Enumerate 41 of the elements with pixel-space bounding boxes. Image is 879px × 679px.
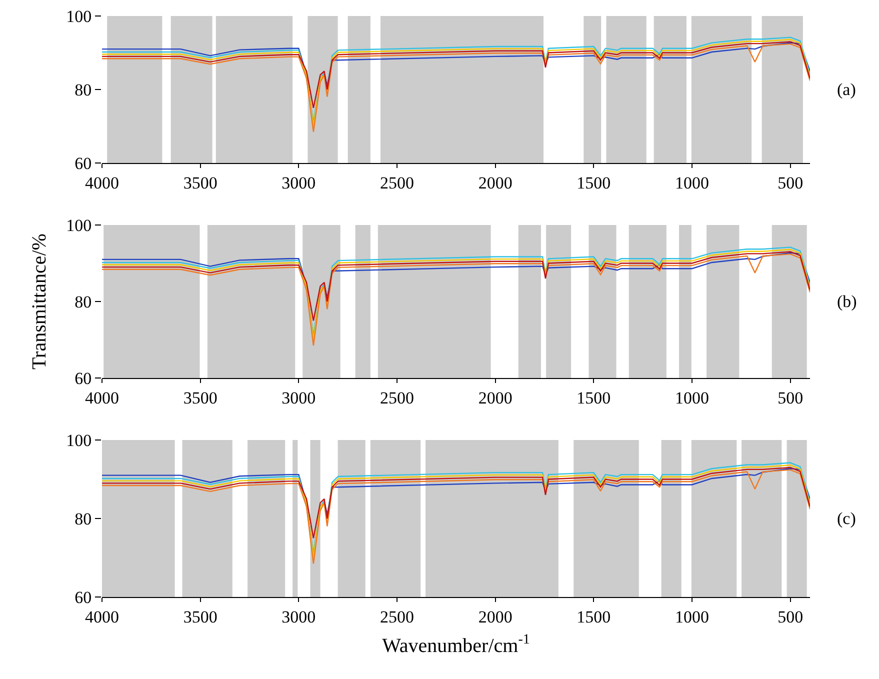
- x-tick-label: 4000: [85, 607, 119, 626]
- line-series: [102, 466, 810, 539]
- x-axis-title: Wavenumber/cm$^{-1}$: [382, 632, 530, 657]
- x-tick-label: 4000: [85, 388, 119, 408]
- y-tick-label: 60: [74, 154, 92, 173]
- y-tick-label: 100: [66, 430, 92, 450]
- x-tick-label: 3500: [183, 388, 218, 408]
- y-axis-title: Transmittance/%: [28, 234, 51, 370]
- x-tick-label: 4000: [85, 173, 119, 192]
- x-tick-label: 3000: [282, 173, 316, 192]
- x-tick-label: 1500: [576, 607, 611, 626]
- x-tick-label: 1500: [576, 388, 611, 408]
- x-tick-label: 500: [778, 173, 804, 192]
- y-tick-label: 60: [74, 588, 92, 607]
- y-tick-label: 80: [74, 509, 92, 528]
- y-tick-label: 80: [74, 80, 92, 100]
- text: (c): [837, 509, 856, 528]
- y-tick-label: 80: [74, 292, 92, 312]
- x-tick-label: 3000: [282, 607, 316, 626]
- x-tick-label: 1000: [675, 173, 709, 192]
- x-tick-label: 2000: [478, 173, 512, 192]
- line-series: [102, 41, 810, 108]
- text: (b): [837, 292, 857, 311]
- x-tick-label: 500: [778, 607, 804, 626]
- x-tick-label: 3500: [183, 173, 218, 192]
- x-tick-label: 500: [778, 388, 804, 408]
- x-tick-label: 3000: [282, 388, 316, 408]
- x-tick-label: 2000: [478, 388, 512, 408]
- x-tick-label: 1000: [675, 607, 709, 626]
- x-tick-label: 3500: [183, 607, 218, 626]
- x-tick-label: 1500: [576, 173, 611, 192]
- x-tick-label: 2000: [478, 607, 512, 626]
- y-tick-label: 60: [74, 368, 92, 388]
- x-tick-label: 2500: [380, 173, 414, 192]
- y-tick-label: 100: [66, 6, 92, 26]
- x-tick-label: 2500: [380, 607, 414, 626]
- line-series: [102, 251, 810, 322]
- x-tick-label: 2500: [380, 388, 414, 408]
- x-tick-label: 1000: [675, 388, 709, 408]
- y-tick-label: 100: [66, 216, 92, 235]
- text: (a): [837, 80, 856, 99]
